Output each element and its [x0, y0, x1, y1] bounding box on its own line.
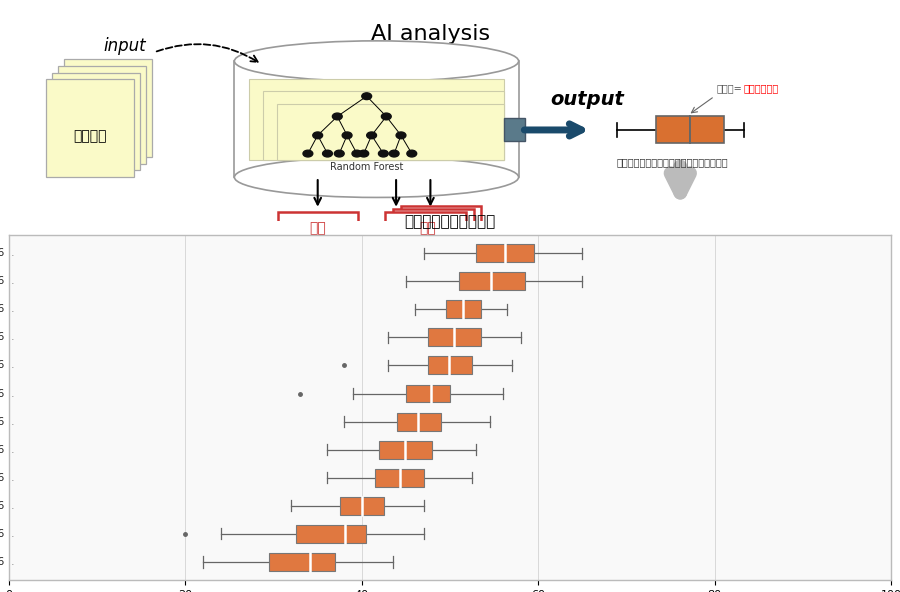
Circle shape: [366, 132, 376, 139]
Text: 2021-06: 2021-06: [0, 557, 4, 567]
Circle shape: [359, 150, 369, 157]
Circle shape: [396, 132, 406, 139]
Text: 2021-06: 2021-06: [0, 332, 4, 342]
FancyBboxPatch shape: [690, 117, 725, 143]
Text: .: .: [11, 276, 14, 287]
Text: .: .: [11, 501, 14, 511]
Circle shape: [335, 150, 344, 157]
FancyBboxPatch shape: [46, 79, 134, 177]
Text: 2021-06: 2021-06: [0, 276, 4, 287]
Text: 2021-06: 2021-06: [0, 361, 4, 371]
FancyBboxPatch shape: [476, 244, 534, 262]
Text: .: .: [11, 361, 14, 371]
Text: .: .: [11, 388, 14, 398]
FancyArrowPatch shape: [428, 180, 434, 204]
Text: 2021-06: 2021-06: [0, 529, 4, 539]
Circle shape: [379, 150, 388, 157]
Text: .: .: [11, 417, 14, 427]
FancyArrowPatch shape: [670, 166, 690, 192]
FancyBboxPatch shape: [276, 104, 504, 160]
Circle shape: [362, 93, 372, 99]
Text: .: .: [11, 248, 14, 258]
Text: AI analysis: AI analysis: [371, 24, 490, 44]
FancyBboxPatch shape: [263, 92, 504, 160]
Text: 2021-06: 2021-06: [0, 445, 4, 455]
FancyArrowPatch shape: [392, 180, 400, 204]
Ellipse shape: [234, 157, 518, 198]
FancyBboxPatch shape: [295, 525, 366, 543]
FancyBboxPatch shape: [393, 209, 473, 237]
Circle shape: [382, 113, 392, 120]
Text: 中央値=: 中央値=: [716, 83, 742, 93]
Text: 2021-06: 2021-06: [0, 501, 4, 511]
FancyBboxPatch shape: [52, 73, 140, 170]
Text: .: .: [11, 473, 14, 482]
Text: 筱ひげグラフを用いた災害発生確率の分布: 筱ひげグラフを用いた災害発生確率の分布: [616, 157, 728, 167]
FancyBboxPatch shape: [249, 79, 504, 160]
FancyBboxPatch shape: [340, 497, 384, 515]
FancyArrowPatch shape: [314, 180, 321, 204]
Title: 災害発生確率の分布図: 災害発生確率の分布図: [404, 214, 496, 230]
Text: .: .: [11, 332, 14, 342]
Circle shape: [322, 150, 332, 157]
Text: .: .: [11, 529, 14, 539]
FancyArrowPatch shape: [157, 44, 257, 62]
Text: input: input: [104, 37, 146, 56]
Circle shape: [352, 150, 362, 157]
FancyArrowPatch shape: [525, 124, 581, 136]
Text: .: .: [11, 445, 14, 455]
Text: 予測: 予測: [419, 221, 436, 235]
Text: .: .: [11, 304, 14, 314]
Circle shape: [407, 150, 417, 157]
Circle shape: [389, 150, 399, 157]
Text: 2021-06: 2021-06: [0, 473, 4, 482]
FancyBboxPatch shape: [58, 66, 146, 164]
FancyBboxPatch shape: [397, 413, 441, 430]
Circle shape: [332, 113, 342, 120]
FancyBboxPatch shape: [656, 117, 690, 143]
Text: output: output: [550, 90, 624, 109]
FancyBboxPatch shape: [385, 213, 465, 240]
Text: Random Forest: Random Forest: [330, 162, 403, 172]
Circle shape: [303, 150, 313, 157]
Text: 2021-06: 2021-06: [0, 417, 4, 427]
FancyBboxPatch shape: [459, 272, 525, 290]
Text: 災害発生確率: 災害発生確率: [744, 83, 779, 93]
FancyBboxPatch shape: [428, 329, 481, 346]
Circle shape: [313, 132, 322, 139]
Text: データ群: データ群: [74, 130, 107, 144]
Text: 2021-06: 2021-06: [0, 248, 4, 258]
FancyBboxPatch shape: [504, 118, 526, 141]
Ellipse shape: [234, 41, 518, 81]
Text: 2021-06: 2021-06: [0, 304, 4, 314]
FancyBboxPatch shape: [269, 553, 336, 571]
FancyBboxPatch shape: [406, 385, 450, 403]
FancyBboxPatch shape: [375, 469, 424, 487]
Text: 予測: 予測: [310, 221, 326, 235]
FancyBboxPatch shape: [446, 300, 481, 318]
FancyBboxPatch shape: [234, 69, 518, 177]
Text: 2021-06: 2021-06: [0, 388, 4, 398]
FancyBboxPatch shape: [277, 213, 358, 240]
Circle shape: [342, 132, 352, 139]
Text: .: .: [11, 557, 14, 567]
FancyBboxPatch shape: [380, 440, 432, 459]
FancyBboxPatch shape: [64, 59, 152, 157]
FancyBboxPatch shape: [428, 356, 472, 374]
FancyBboxPatch shape: [401, 205, 482, 234]
